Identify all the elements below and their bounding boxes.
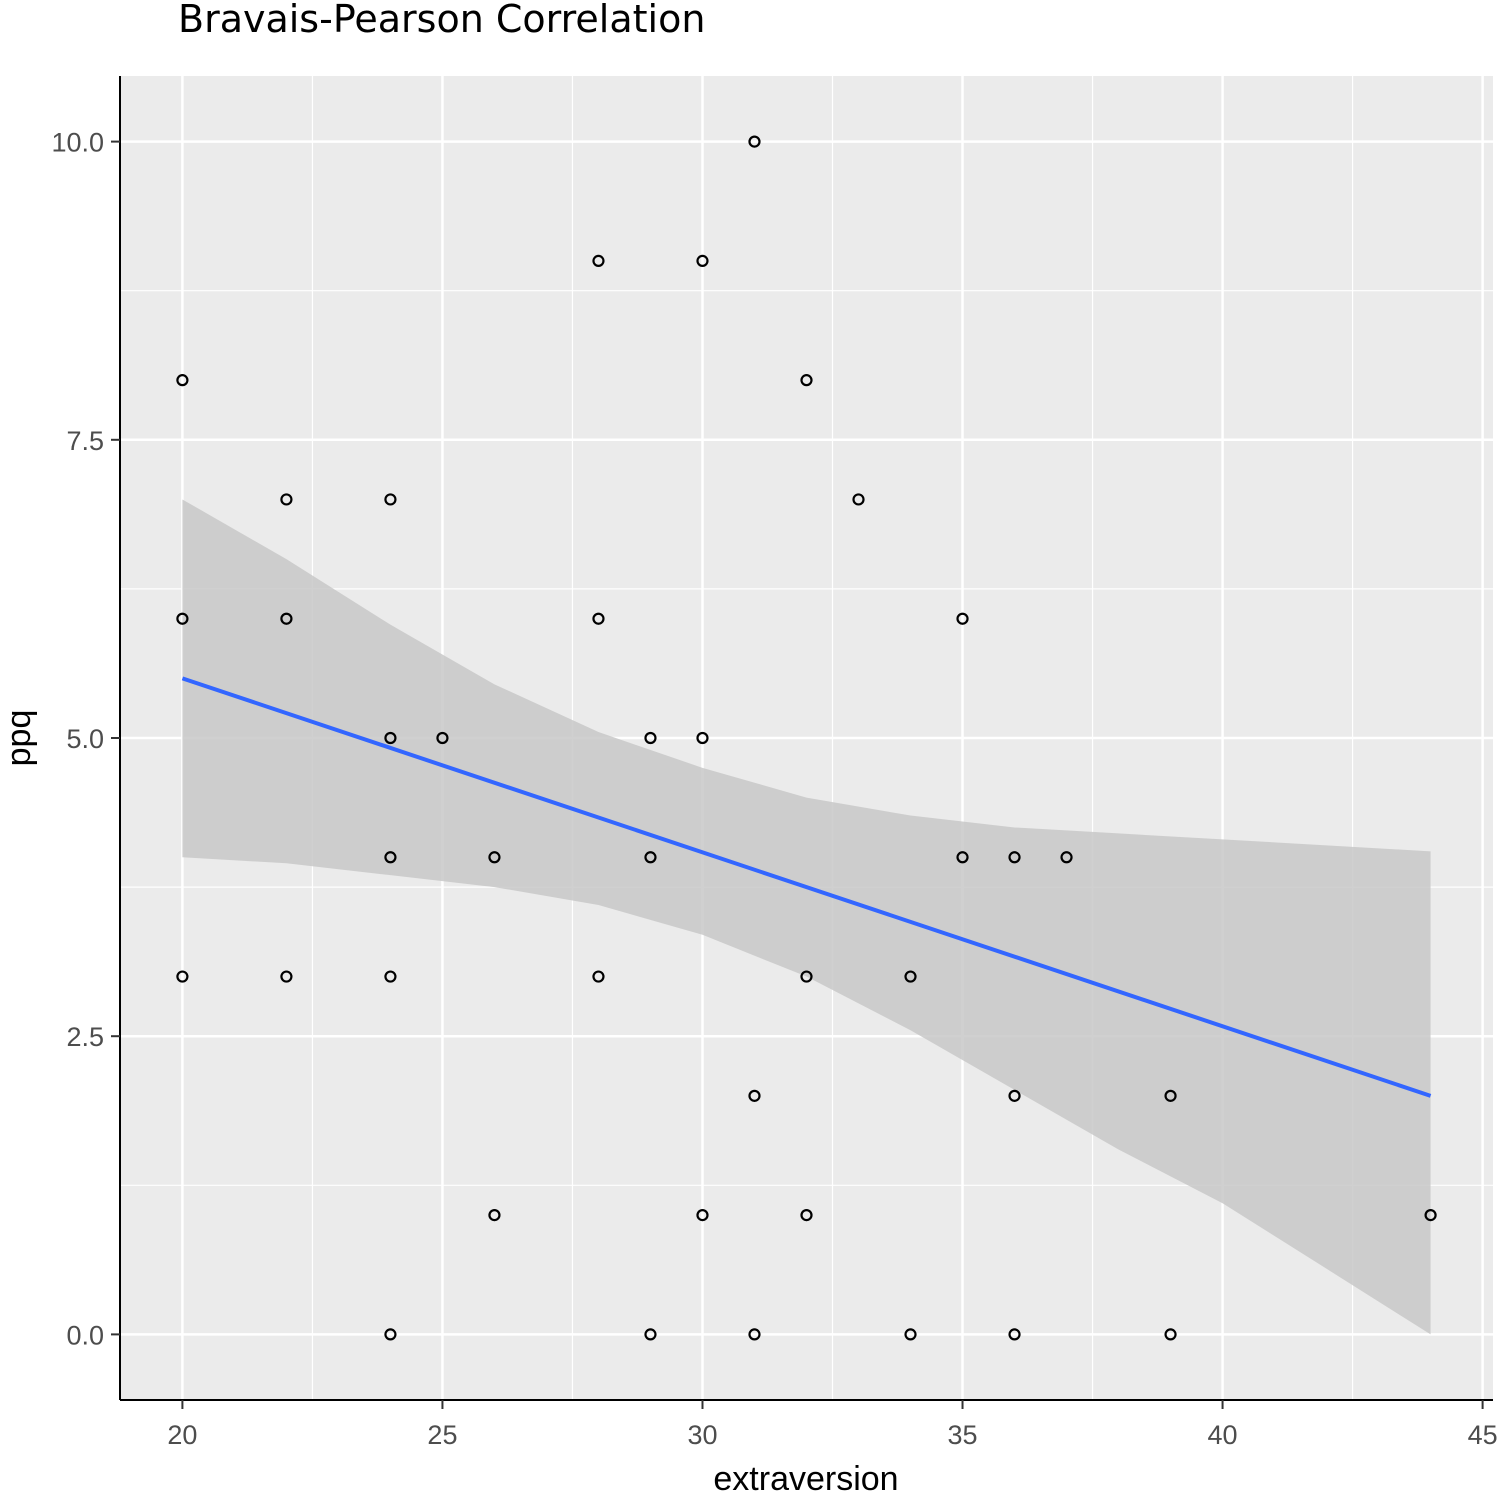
data-point [696, 731, 709, 745]
x-axis-ticks: 20 25 30 35 40 45 [167, 1400, 1498, 1450]
data-point [592, 612, 605, 625]
x-tick-label: 40 [1208, 1420, 1238, 1450]
data-point [1008, 1089, 1021, 1102]
y-axis-title: ppq [0, 710, 38, 767]
data-point [280, 612, 293, 625]
data-point [384, 970, 397, 983]
data-point [748, 135, 761, 148]
data-point [852, 493, 865, 506]
data-points [176, 135, 1437, 1341]
data-point [1424, 1209, 1437, 1222]
data-point [696, 254, 709, 267]
data-point [592, 254, 605, 267]
data-point [644, 1328, 657, 1341]
confidence-band [182, 499, 1431, 1335]
chart-title: Bravais-Pearson Correlation [178, 0, 705, 41]
x-tick-label: 45 [1468, 1420, 1498, 1450]
data-point [800, 970, 813, 983]
data-point [904, 970, 917, 983]
data-point [1060, 851, 1073, 864]
data-point [384, 851, 397, 864]
data-point [956, 851, 969, 864]
data-point [644, 731, 657, 745]
data-point [1008, 1328, 1021, 1341]
data-point [488, 1209, 501, 1222]
data-point [956, 612, 969, 625]
data-point [176, 970, 189, 983]
data-point [176, 612, 189, 625]
x-tick-label: 20 [167, 1420, 197, 1450]
data-point [696, 1209, 709, 1222]
x-tick-label: 35 [947, 1420, 977, 1450]
data-point [904, 1328, 917, 1341]
data-point [280, 970, 293, 983]
y-tick-label: 0.0 [66, 1320, 104, 1350]
data-point [592, 970, 605, 983]
y-axis-ticks: 0.0 2.5 5.0 7.5 10.0 [51, 128, 120, 1350]
data-point [384, 731, 397, 745]
data-point [384, 1328, 397, 1341]
data-point [1164, 1089, 1177, 1102]
data-point [748, 1328, 761, 1341]
data-point [644, 851, 657, 864]
data-point [384, 493, 397, 506]
x-tick-label: 25 [427, 1420, 457, 1450]
y-tick-label: 7.5 [66, 426, 104, 456]
data-point [1164, 1328, 1177, 1341]
data-point [280, 493, 293, 506]
data-point [748, 1089, 761, 1102]
data-point [800, 374, 813, 387]
y-tick-label: 2.5 [66, 1022, 104, 1052]
data-point [176, 374, 189, 387]
data-point [488, 851, 501, 864]
x-tick-label: 30 [687, 1420, 717, 1450]
data-point [436, 731, 449, 745]
y-tick-label: 10.0 [51, 128, 104, 158]
data-point [1008, 851, 1021, 864]
x-axis-title: extraversion [713, 1460, 898, 1494]
y-tick-label: 5.0 [66, 724, 104, 754]
trend-line [181, 676, 1432, 1098]
data-point [800, 1209, 813, 1222]
